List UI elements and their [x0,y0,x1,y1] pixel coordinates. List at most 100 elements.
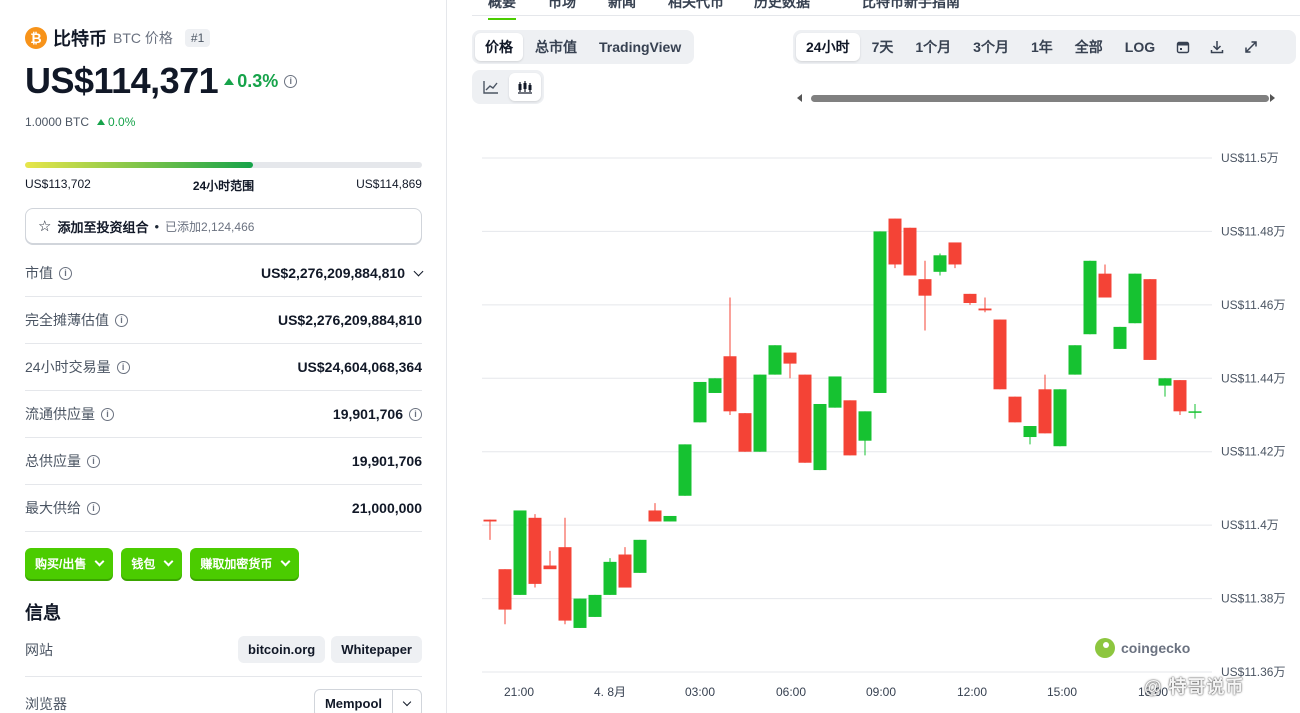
candle-body [558,547,572,621]
earn-crypto-button[interactable]: 赚取加密货币 [190,548,300,579]
chart-mode-price[interactable]: 价格 [475,33,523,61]
tab-guide[interactable]: 比特币新手指南 [862,0,960,10]
candle-up[interactable] [693,381,707,423]
candle-down[interactable] [948,242,962,269]
timeframe-log[interactable]: LOG [1124,39,1156,55]
candle-down[interactable] [1008,396,1022,423]
candle-up[interactable] [813,403,827,471]
candle-up[interactable] [678,444,692,496]
candle-up[interactable] [1128,273,1142,324]
candle-body [1098,273,1112,298]
calendar-button[interactable] [1167,33,1199,61]
info-icon[interactable]: i [116,360,130,374]
tab-news[interactable]: 新闻 [608,0,636,10]
candle-down[interactable] [528,514,542,588]
tab-related-tokens[interactable]: 相关代币 [668,0,724,10]
timeframe-7d[interactable]: 7天 [871,39,894,55]
candle-up[interactable] [708,378,722,393]
candle-down[interactable] [963,293,977,305]
candle-up[interactable] [603,558,617,595]
add-to-portfolio-button[interactable]: ☆ 添加至投资组合 • 已添加2,124,466 [25,208,422,244]
candle-up[interactable] [768,345,782,375]
info-icon[interactable]: i [87,454,100,468]
info-icon[interactable]: i [59,266,72,280]
explorer-value[interactable]: Mempool [315,690,393,713]
candle-body [1068,345,1082,375]
line-chart-button[interactable] [475,73,507,101]
candle-down[interactable] [993,319,1007,390]
candle-down[interactable] [918,260,932,331]
wallet-button[interactable]: 钱包 [121,548,183,579]
tab-historical-data[interactable]: 历史数据 [754,0,810,10]
candle-up[interactable] [1023,426,1037,445]
stat-value-text: 19,901,706 [332,406,403,422]
candle-up[interactable] [1113,326,1127,349]
candle-down[interactable] [618,547,632,588]
info-icon[interactable]: i [409,407,422,421]
chart-mode-tradingview[interactable]: TradingView [599,39,682,55]
info-icon[interactable]: i [87,501,100,515]
tab-markets[interactable]: 市场 [548,0,576,10]
info-icon[interactable]: i [101,407,114,421]
info-icon[interactable]: i [284,74,298,88]
candlestick-chart-svg[interactable]: US$11.36万 US$11.38万 US$11.4万 US$11.42万 US$11… [472,120,1300,713]
expand-button[interactable] [1235,33,1267,61]
candle-down[interactable] [1173,380,1187,415]
chevron-down-icon[interactable] [413,266,424,276]
candle-down[interactable] [1143,279,1157,360]
candle-up[interactable] [573,598,587,628]
price-chart[interactable]: US$11.36万 US$11.38万 US$11.4万 US$11.42万 US$11… [472,120,1300,713]
scroll-left-arrow-icon[interactable] [797,94,802,102]
timeframe-1y[interactable]: 1年 [1030,39,1053,55]
chart-range-scrollbar[interactable] [797,92,1275,104]
candle-up[interactable] [858,411,872,456]
timeframe-3m[interactable]: 3个月 [973,39,1009,55]
candle-up[interactable] [513,510,527,595]
candle-up[interactable] [933,253,947,276]
candle-down[interactable] [738,413,752,452]
candle-up[interactable] [1068,345,1082,375]
candle-up[interactable] [1188,403,1202,419]
timeframe-all[interactable]: 全部 [1074,39,1103,55]
candle-down[interactable] [843,400,857,456]
website-link-bitcoin-org[interactable]: bitcoin.org [238,636,326,663]
portfolio-label: 添加至投资组合 [57,219,149,235]
timeframe-1m[interactable]: 1个月 [915,39,952,55]
candle-up[interactable] [1083,260,1097,335]
tab-overview[interactable]: 概要 [488,0,516,20]
scroll-right-arrow-icon[interactable] [1270,94,1275,102]
timeframe-24h[interactable]: 24小时 [796,33,860,61]
candle-up[interactable] [1158,378,1172,397]
candle-down[interactable] [723,297,737,415]
candle-up[interactable] [753,374,767,452]
candle-up[interactable] [828,376,842,408]
candle-down[interactable] [648,503,662,522]
candle-down[interactable] [543,550,557,570]
candle-up[interactable] [1053,389,1067,447]
scrollbar-thumb[interactable] [811,95,1269,102]
candle-down[interactable] [798,374,812,463]
download-button[interactable] [1201,33,1233,61]
info-icon[interactable]: i [115,313,128,327]
explorer-dropdown-toggle[interactable] [393,690,421,713]
candle-up[interactable] [663,515,677,522]
candle-down[interactable] [783,352,797,379]
candle-down[interactable] [498,569,512,625]
candle-down[interactable] [483,519,497,540]
candle-down[interactable] [903,227,917,276]
candle-up[interactable] [873,231,887,393]
candle-down[interactable] [1098,264,1112,298]
explorer-dropdown[interactable]: Mempool [313,689,422,713]
candlestick-chart-button[interactable] [509,73,541,101]
candle-body [993,319,1007,390]
website-link-whitepaper[interactable]: Whitepaper [331,636,422,663]
candle-down[interactable] [888,218,902,269]
candle-down[interactable] [558,517,572,625]
candle-down[interactable] [1038,374,1052,434]
line-chart-icon [483,81,498,94]
candle-up[interactable] [588,594,602,617]
chart-mode-market-cap[interactable]: 总市值 [535,39,577,55]
candle-up[interactable] [633,539,647,573]
buy-sell-button[interactable]: 购买/出售 [25,548,114,579]
candle-down[interactable] [978,297,992,313]
